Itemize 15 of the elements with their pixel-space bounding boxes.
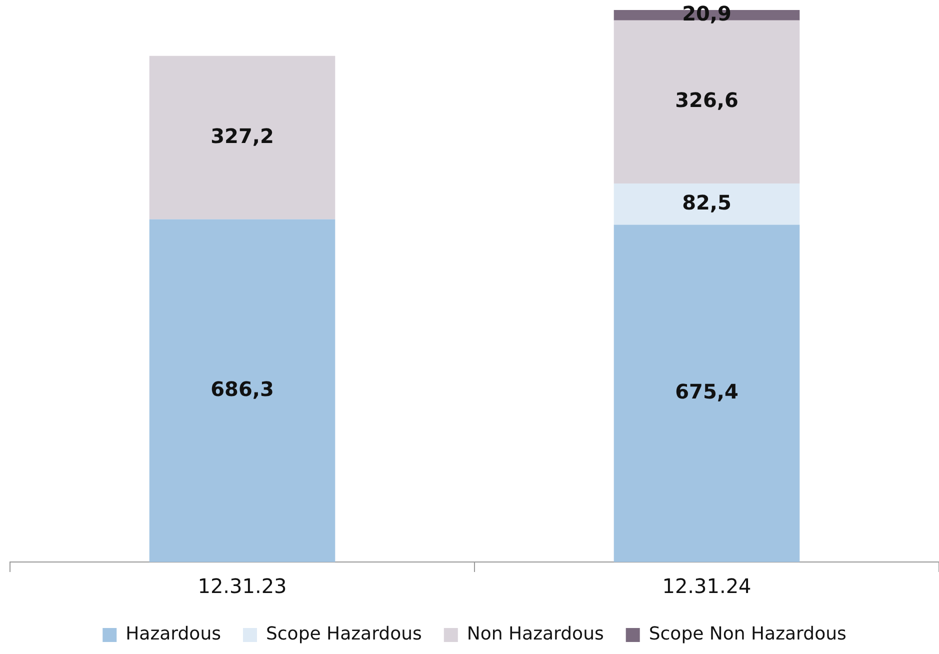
data-label: 327,2	[210, 124, 274, 148]
data-label: 82,5	[682, 190, 732, 214]
legend-label: Scope Non Hazardous	[648, 624, 846, 645]
bar	[149, 56, 336, 220]
data-label: 326,6	[675, 88, 738, 112]
legend-label: Scope Hazardous	[266, 624, 422, 645]
data-label: 686,3	[210, 376, 274, 401]
bar	[614, 224, 800, 562]
legend-label: Non Hazardous	[466, 624, 604, 645]
bar	[149, 219, 336, 562]
x-tick-label: 12.31.24	[662, 574, 752, 598]
legend-label: Hazardous	[126, 624, 221, 645]
x-tick-label: 12.31.23	[198, 574, 287, 598]
bar	[614, 184, 800, 225]
data-label: 675,4	[675, 380, 738, 404]
